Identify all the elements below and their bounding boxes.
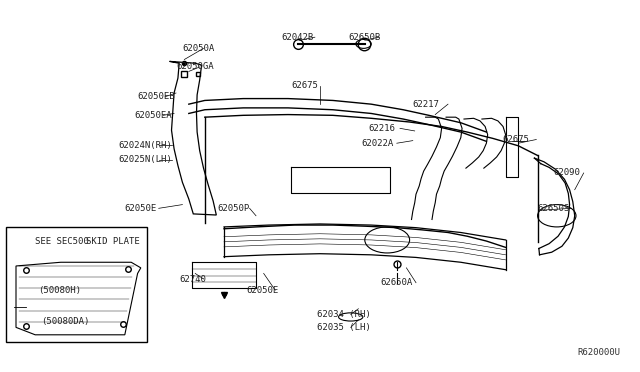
Text: (50080H): (50080H) xyxy=(38,286,81,295)
Text: 62024N(RH): 62024N(RH) xyxy=(118,141,172,150)
Text: 62675: 62675 xyxy=(291,81,318,90)
Text: 62050EB: 62050EB xyxy=(138,92,175,101)
Text: 62034 (RH): 62034 (RH) xyxy=(317,310,371,319)
Text: 62650B: 62650B xyxy=(349,33,381,42)
Bar xyxy=(6,227,147,342)
Text: 62035 (LH): 62035 (LH) xyxy=(317,323,371,332)
Text: 62090: 62090 xyxy=(554,169,580,177)
Text: SKID PLATE: SKID PLATE xyxy=(86,237,140,246)
Text: 62050GA: 62050GA xyxy=(176,62,214,71)
Text: 62740: 62740 xyxy=(179,275,206,283)
Text: 62050E: 62050E xyxy=(246,286,278,295)
Text: 62022A: 62022A xyxy=(362,139,394,148)
Text: 62650S: 62650S xyxy=(538,204,570,213)
Text: 62050P: 62050P xyxy=(218,204,250,213)
Text: 62050EA: 62050EA xyxy=(134,111,172,120)
Text: 62217: 62217 xyxy=(413,100,440,109)
Text: 62216: 62216 xyxy=(368,124,395,133)
Text: 62025N(LH): 62025N(LH) xyxy=(118,155,172,164)
Text: SEE SEC500: SEE SEC500 xyxy=(35,237,89,246)
Text: 62675: 62675 xyxy=(502,135,529,144)
Text: 62650A: 62650A xyxy=(381,278,413,287)
Text: R620000U: R620000U xyxy=(578,348,621,357)
Text: 62050E: 62050E xyxy=(125,204,157,213)
Text: 62042B: 62042B xyxy=(282,33,314,42)
Text: 62050A: 62050A xyxy=(182,44,214,53)
Text: (50080DA): (50080DA) xyxy=(42,317,90,326)
